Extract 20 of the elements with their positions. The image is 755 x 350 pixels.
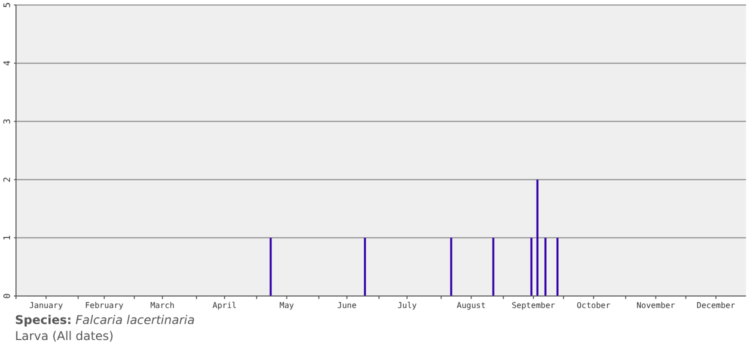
y-tick-label: 0 [3,293,13,299]
x-tick-label: December [696,301,736,310]
y-tick-label: 3 [3,118,13,124]
x-tick-label: July [397,301,417,310]
x-tick-label: May [280,301,294,310]
x-tick-label: September [512,301,556,310]
x-tick-label: April [212,301,237,310]
x-tick-label: March [150,301,175,310]
y-tick-label: 1 [3,235,13,241]
text: Larva (All dates) [15,328,115,344]
x-tick-label: January [29,301,64,310]
x-tick-label: October [576,301,611,310]
x-tick-label: November [636,301,676,310]
x-tick-label: June [337,301,357,310]
x-tick-label: August [456,301,486,310]
y-tick-label: 5 [3,2,13,8]
y-tick-label: 4 [3,60,13,66]
x-tick-label: February [84,301,124,310]
text: Species: Falcaria lacertinaria [15,313,195,327]
y-tick-label: 2 [3,176,13,182]
